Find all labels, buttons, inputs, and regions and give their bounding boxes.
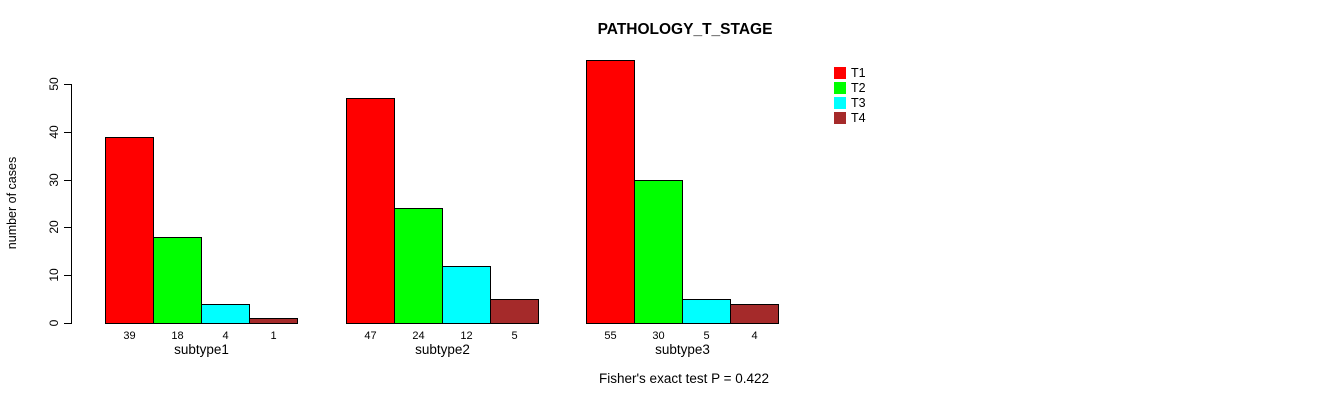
bar-t2-subtype1: [153, 237, 202, 324]
bar-value-label: 39: [123, 330, 136, 342]
y-tick-mark: [64, 275, 72, 276]
bar-t3-subtype2: [442, 266, 491, 324]
category-label-subtype1: subtype1: [174, 342, 229, 357]
bar-t4-subtype3: [730, 304, 779, 324]
category-label-subtype3: subtype3: [655, 342, 710, 357]
y-tick-mark: [64, 180, 72, 181]
bar-value-label: 4: [222, 330, 229, 342]
chart-title: PATHOLOGY_T_STAGE: [597, 21, 773, 38]
y-tick-mark: [64, 132, 72, 133]
bar-t4-subtype2: [490, 299, 539, 324]
y-tick-label: 10: [47, 268, 61, 282]
legend-item-t4: T4: [834, 112, 866, 124]
legend-item-label: T1: [851, 66, 866, 80]
bar-value-label: 4: [751, 330, 758, 342]
bar-value-label: 47: [364, 330, 377, 342]
bar-value-label: 24: [412, 330, 425, 342]
y-axis-label: number of cases: [5, 156, 19, 250]
y-tick-mark: [64, 84, 72, 85]
legend-swatch-t4: [834, 112, 846, 124]
legend-swatch-t2: [834, 82, 846, 94]
legend-item-t2: T2: [834, 82, 866, 94]
y-tick-label: 0: [47, 319, 61, 327]
bar-value-label: 18: [171, 330, 184, 342]
legend-swatch-t3: [834, 97, 846, 109]
bar-t4-subtype1: [249, 318, 298, 324]
bar-value-label: 1: [270, 330, 277, 342]
legend-item-label: T2: [851, 81, 866, 95]
y-tick-mark: [64, 323, 72, 324]
legend: T1 T2 T3 T4: [834, 67, 866, 127]
y-tick-label: 30: [47, 173, 61, 187]
bar-value-label: 55: [604, 330, 617, 342]
legend-item-label: T4: [851, 111, 866, 125]
bar-t2-subtype3: [634, 180, 683, 324]
y-tick-mark: [64, 227, 72, 228]
y-axis-line: [71, 84, 72, 324]
bar-value-label: 5: [511, 330, 518, 342]
y-tick-label: 40: [47, 125, 61, 139]
y-tick-label: 50: [47, 77, 61, 91]
category-label-subtype2: subtype2: [415, 342, 470, 357]
bar-t1-subtype1: [105, 137, 154, 324]
legend-item-t3: T3: [834, 97, 866, 109]
bar-value-label: 12: [460, 330, 473, 342]
footer-annotation: Fisher's exact test P = 0.422: [598, 371, 770, 386]
bar-t2-subtype2: [394, 208, 443, 324]
legend-swatch-t1: [834, 67, 846, 79]
legend-item-label: T3: [851, 96, 866, 110]
bar-t3-subtype3: [682, 299, 731, 324]
bar-t1-subtype3: [586, 60, 635, 324]
legend-item-t1: T1: [834, 67, 866, 79]
bar-value-label: 5: [703, 330, 710, 342]
bar-value-label: 30: [652, 330, 665, 342]
bar-t1-subtype2: [346, 98, 395, 324]
bar-t3-subtype1: [201, 304, 250, 324]
y-tick-label: 20: [47, 220, 61, 234]
